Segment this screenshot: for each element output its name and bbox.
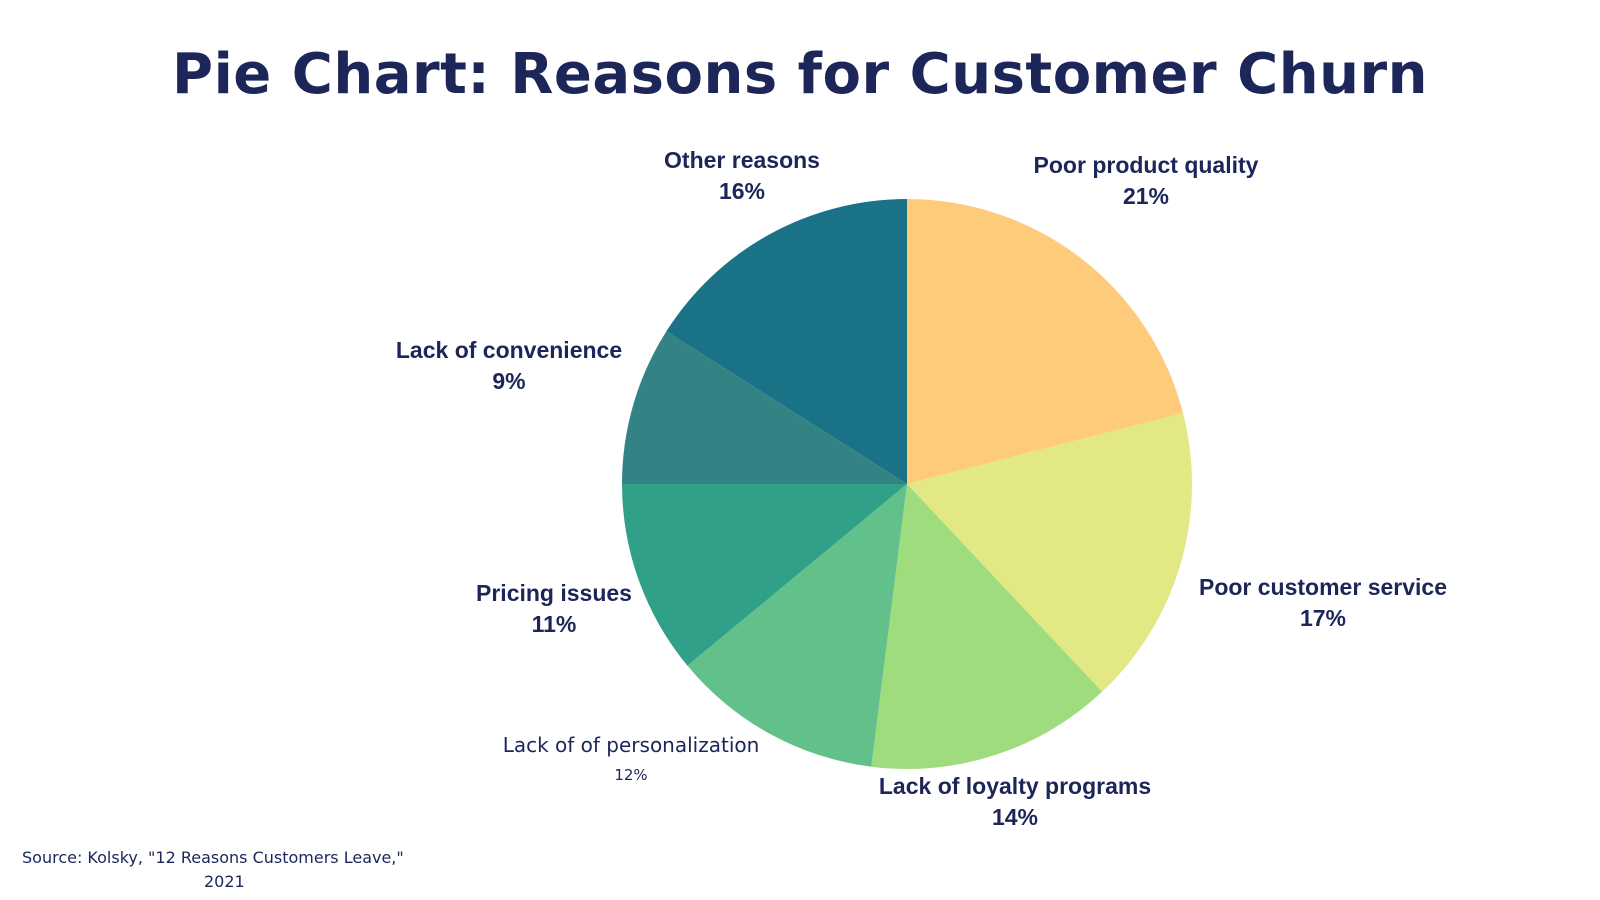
slice-label: Poor customer service <box>1199 574 1447 600</box>
source-note: Source: Kolsky, "12 Reasons Customers Le… <box>22 846 462 894</box>
pie-slice-poor-product-quality <box>907 199 1184 484</box>
pie-slice-poor-customer-service <box>907 413 1193 692</box>
slice-value-label: 12% <box>614 766 647 784</box>
source-line-1: Source: Kolsky, "12 Reasons Customers Le… <box>22 848 404 867</box>
slice-value-label: 21% <box>1123 183 1169 209</box>
slice-value-label: 14% <box>992 804 1038 830</box>
slice-label: Poor product quality <box>1034 152 1259 178</box>
pie-slice-lack-of-loyalty-programs <box>871 484 1103 769</box>
slice-label: Other reasons <box>664 147 820 173</box>
pie-slice-pricing-issues <box>622 484 907 666</box>
slice-value-label: 9% <box>492 368 525 394</box>
slice-label: Lack of loyalty programs <box>879 773 1151 799</box>
pie-slice-other-reasons <box>666 199 907 484</box>
slice-value-label: 16% <box>719 178 765 204</box>
slice-label: Pricing issues <box>476 580 632 606</box>
pie-slice-lack-of-convenience <box>622 331 907 484</box>
slice-value-label: 11% <box>532 611 577 637</box>
slice-label: Lack of of personalization <box>503 733 760 757</box>
pie-slice-lack-of-of-personalization <box>687 484 907 767</box>
chart-title: Pie Chart: Reasons for Customer Churn <box>172 42 1428 107</box>
pie-labels: Poor product quality 21% Poor customer ser… <box>396 147 1447 830</box>
slice-value-label: 17% <box>1300 605 1346 631</box>
pie-slices <box>622 199 1193 769</box>
slice-label: Lack of convenience <box>396 337 622 363</box>
source-line-2: 2021 <box>204 872 245 891</box>
